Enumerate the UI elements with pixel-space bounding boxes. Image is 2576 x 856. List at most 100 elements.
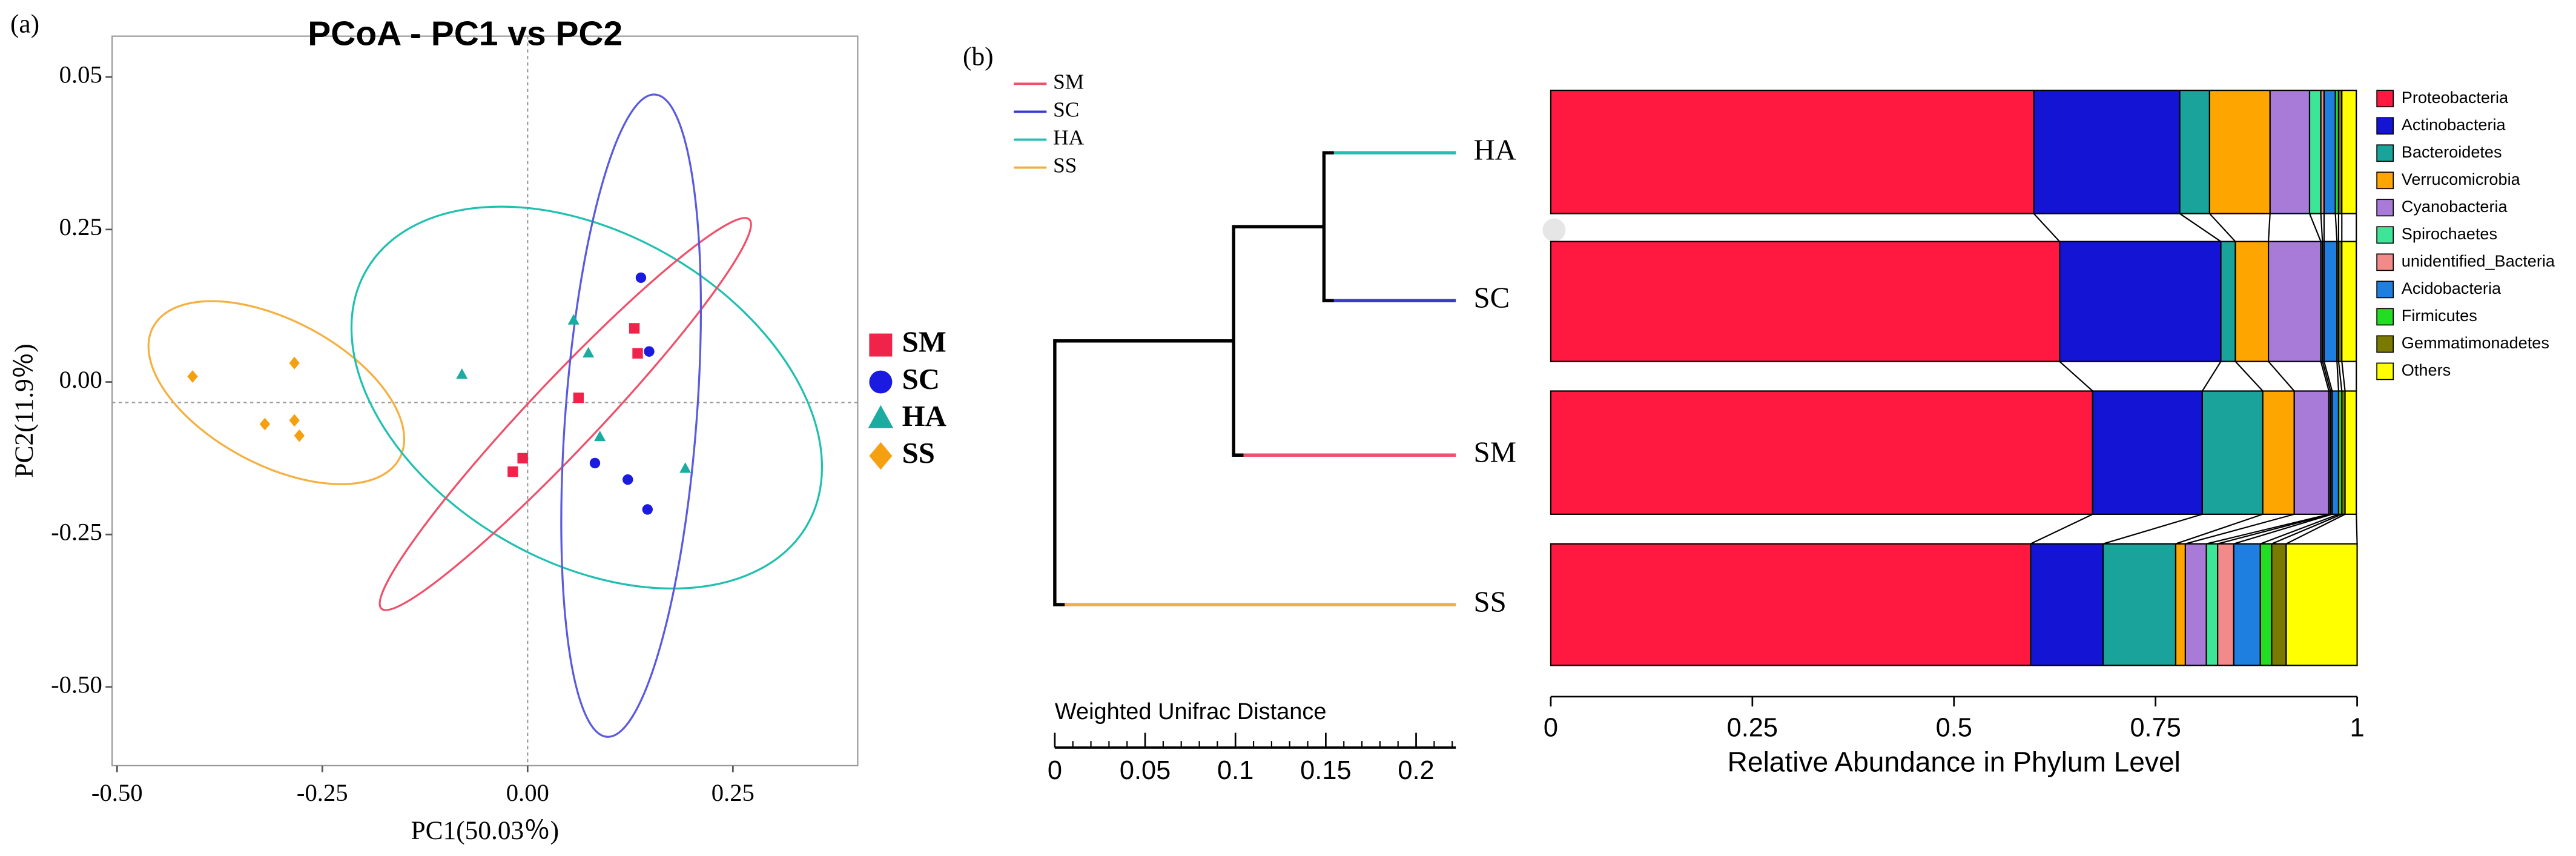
connector bbox=[2102, 513, 2203, 545]
connector bbox=[2033, 213, 2060, 242]
point bbox=[507, 466, 518, 477]
x-tick-label: 0.5 bbox=[1936, 714, 1972, 743]
point bbox=[259, 417, 271, 431]
connector bbox=[2233, 513, 2333, 545]
x-tick-label: 0.75 bbox=[2130, 714, 2181, 743]
point bbox=[589, 457, 601, 469]
x-tick-label: 0.1 bbox=[1217, 756, 1253, 785]
bar-segment bbox=[2331, 390, 2340, 515]
point bbox=[632, 348, 643, 359]
connector bbox=[2271, 513, 2342, 545]
legend-marker bbox=[869, 333, 893, 357]
legend-swatch bbox=[2376, 117, 2394, 135]
point bbox=[679, 462, 692, 473]
connector bbox=[2059, 360, 2093, 392]
plot-frame bbox=[111, 35, 859, 766]
point bbox=[517, 453, 528, 464]
bar-segment bbox=[1550, 241, 2061, 362]
connector bbox=[2334, 213, 2338, 242]
bar-segment bbox=[2268, 241, 2322, 362]
point bbox=[623, 474, 633, 485]
legend-label: Others bbox=[2402, 360, 2451, 379]
bar-segment bbox=[2175, 543, 2187, 666]
bar-segment bbox=[2323, 90, 2336, 214]
bar-segment bbox=[1550, 390, 2093, 515]
point bbox=[594, 430, 606, 442]
connector bbox=[2175, 513, 2264, 545]
x-axis-label: PC1(50.03％) bbox=[411, 816, 559, 845]
connector bbox=[2308, 213, 2322, 242]
panel-label: (a) bbox=[10, 9, 39, 38]
leaf-label: SS bbox=[1473, 585, 1506, 618]
bar-segment bbox=[2184, 543, 2207, 666]
bar-segment bbox=[2102, 543, 2177, 666]
legend-swatch bbox=[2376, 90, 2394, 108]
bar-segment bbox=[2234, 241, 2270, 362]
bar-segment bbox=[2208, 90, 2271, 214]
bar-segment bbox=[2262, 390, 2295, 515]
y-tick-label: -0.25 bbox=[51, 519, 102, 546]
point bbox=[567, 314, 580, 325]
connector bbox=[2201, 361, 2222, 392]
x-tick-label: 0.00 bbox=[506, 779, 549, 806]
point bbox=[642, 504, 653, 515]
legend-label: Spirochaetes bbox=[2402, 224, 2497, 243]
node bbox=[1053, 339, 1065, 606]
bar-segment bbox=[2201, 390, 2264, 515]
legend-swatch bbox=[2376, 335, 2394, 353]
connector bbox=[2285, 513, 2346, 545]
bar-segment bbox=[2271, 543, 2287, 666]
x-tick-label: 0 bbox=[1544, 714, 1558, 743]
legend-swatch bbox=[2376, 226, 2394, 244]
connector bbox=[2217, 513, 2331, 545]
legend-label: Proteobacteria bbox=[2402, 88, 2509, 107]
y-tick-label: 0.25 bbox=[59, 213, 102, 241]
bar-segment bbox=[1550, 543, 2032, 666]
bar-segment bbox=[1550, 90, 2035, 214]
connector bbox=[2320, 361, 2330, 391]
x-axis-label: Relative Abundance in Phylum Level bbox=[1728, 746, 2181, 777]
point bbox=[187, 370, 198, 383]
bar-segment bbox=[2308, 90, 2322, 214]
y-tick-label: 0.05 bbox=[59, 61, 102, 88]
legend-label: SC bbox=[902, 363, 940, 396]
node bbox=[1322, 151, 1334, 303]
connector bbox=[2268, 213, 2271, 242]
x-tick-label: 0.2 bbox=[1398, 756, 1434, 785]
legend-swatch bbox=[2376, 199, 2394, 217]
legend-label: Gemmatimonadetes bbox=[2402, 333, 2549, 352]
leaf-label: HA bbox=[1473, 133, 1516, 166]
legend-label: Verrucomicrobia bbox=[2402, 170, 2521, 188]
chart-title: PCoA - PC1 vs PC2 bbox=[308, 15, 623, 53]
legend-label: unidentified_Bacteria bbox=[2402, 251, 2555, 270]
legend-swatch bbox=[2376, 362, 2394, 380]
bar-segment bbox=[2341, 90, 2357, 214]
dot bbox=[1542, 218, 1566, 242]
legend-label: Firmicutes bbox=[2402, 306, 2477, 325]
bar-segment bbox=[2344, 390, 2357, 515]
connector bbox=[2185, 513, 2294, 545]
legend-swatch bbox=[2376, 280, 2394, 299]
ellipse bbox=[147, 300, 406, 485]
point bbox=[294, 429, 305, 442]
x-axis-label: Weighted Unifrac Distance bbox=[1055, 699, 1327, 725]
connector bbox=[2179, 213, 2222, 242]
x-tick-label: 0.15 bbox=[1300, 756, 1351, 785]
point bbox=[289, 414, 300, 427]
legend-label: HA bbox=[902, 400, 946, 433]
legend-label: Acidobacteria bbox=[2402, 279, 2502, 297]
point bbox=[583, 347, 595, 358]
leaf-label: SC bbox=[1473, 282, 1510, 314]
bar-segment bbox=[2293, 390, 2330, 515]
panel-label: (b) bbox=[963, 42, 994, 71]
connector bbox=[2336, 361, 2340, 391]
bar-segment bbox=[2323, 241, 2338, 362]
x-tick-label: -0.25 bbox=[297, 779, 348, 806]
connector bbox=[2341, 361, 2346, 391]
node bbox=[1232, 225, 1244, 457]
connector bbox=[2209, 213, 2236, 242]
point bbox=[289, 356, 300, 370]
legend-swatch bbox=[2376, 144, 2394, 162]
legend-label: Bacteroidetes bbox=[2402, 142, 2502, 161]
